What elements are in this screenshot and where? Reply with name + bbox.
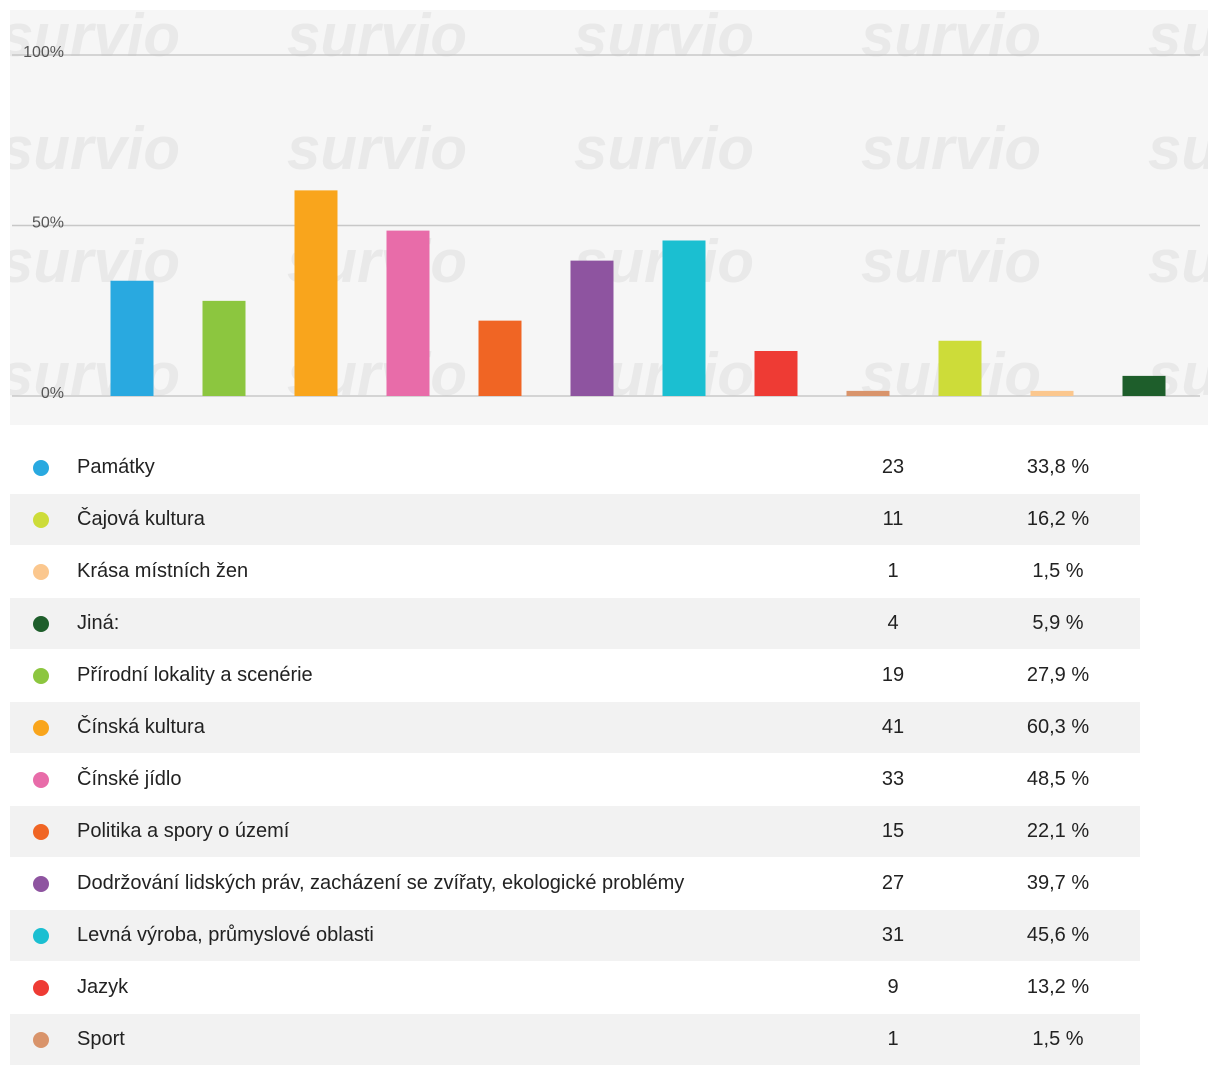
percent: 22,1 % [1026,820,1090,842]
option-label: Památky [77,456,155,478]
legend-dot [33,928,49,944]
watermark: survio [861,10,1041,69]
table-row: Jazyk 9 13,2 % [10,962,1140,1014]
bar [1030,390,1074,396]
legend-dot [33,772,49,788]
bar [846,390,890,396]
watermark: survio [287,115,467,182]
count: 27 [881,872,905,894]
table-row: Levná výroba, průmyslové oblasti 31 45,6 % [10,910,1140,962]
option-label: Politika a spory o území [77,820,290,842]
table-row: Politika a spory o území 15 22,1 % [10,806,1140,858]
option-label: Sport [77,1028,125,1050]
table-row: Jiná: 4 5,9 % [10,598,1140,650]
count: 31 [881,924,905,946]
y-tick-label: 100% [23,44,64,61]
percent: 39,7 % [1026,872,1090,894]
percent: 1,5 % [1032,560,1084,582]
watermark: survio [287,10,467,69]
percent: 5,9 % [1032,612,1084,634]
count: 19 [881,664,905,686]
watermark: survio [10,228,180,295]
bar [386,230,430,396]
option-label: Čínská kultura [77,716,205,738]
y-tick-label: 0% [41,385,64,402]
watermark: survio [10,341,180,408]
legend-dot [33,460,49,476]
count: 4 [887,612,899,634]
option-label: Krása místních žen [77,560,249,582]
table-row: Přírodní lokality a scenérie 19 27,9 % [10,650,1140,702]
legend-dot [33,512,49,528]
watermark: survio [1148,115,1208,182]
percent: 16,2 % [1026,508,1090,530]
watermark: survio [861,228,1041,295]
count: 33 [881,768,905,790]
bar [110,280,154,396]
bar [754,350,798,396]
count: 41 [881,716,905,738]
table-row: Čínská kultura 41 60,3 % [10,702,1140,754]
bar [202,300,246,396]
watermark: survio [574,115,754,182]
count: 1 [887,560,899,582]
count: 9 [887,976,899,998]
legend-dot [33,980,49,996]
option-label: Přírodní lokality a scenérie [77,664,313,686]
legend-dot [33,876,49,892]
percent: 1,5 % [1032,1028,1084,1050]
table-row: Sport 1 1,5 % [10,1014,1140,1066]
legend-dot [33,824,49,840]
bar [938,340,982,396]
option-label: Čínské jídlo [77,768,182,790]
percent: 13,2 % [1026,976,1090,998]
legend-dot [33,668,49,684]
bar [662,240,706,396]
percent: 60,3 % [1026,716,1090,738]
percent: 45,6 % [1026,924,1090,946]
bar [570,260,614,396]
table-row: Památky 23 33,8 % [10,442,1140,494]
legend-dot [33,720,49,736]
legend-dot [33,1032,49,1048]
option-label: Levná výroba, průmyslové oblasti [77,924,374,946]
watermark: survio [1148,341,1208,408]
chart: survio survio survio survio survio survio surv… [10,10,1208,425]
watermark: survio [861,115,1041,182]
y-tick-label: 50% [32,215,64,232]
percent: 33,8 % [1026,456,1090,478]
count: 11 [882,508,904,530]
percent: 48,5 % [1026,768,1090,790]
table-row: Čajová kultura 11 16,2 % [10,494,1140,546]
table-row: Čínské jídlo 33 48,5 % [10,754,1140,806]
option-label: Jiná: [77,612,120,634]
watermark: survio [10,115,180,182]
count: 1 [887,1028,899,1050]
legend-dot [33,564,49,580]
count: 15 [881,820,905,842]
option-label: Čajová kultura [77,508,205,530]
watermark: survio [10,10,180,69]
table-row: Krása místních žen 1 1,5 % [10,546,1140,598]
option-label: Dodržování lidských práv, zacházení se z… [77,872,685,894]
bar [1122,375,1166,396]
watermark: survio [574,10,754,69]
bar [478,320,522,396]
watermark: survio [1148,10,1208,69]
table: Památky 23 33,8 % Čajová kultura 11 16,2 % Krá… [10,442,1140,1066]
percent: 27,9 % [1026,664,1090,686]
table-row: Dodržování lidských práv, zacházení se z… [10,858,1140,910]
option-label: Jazyk [77,976,129,998]
bar [294,190,338,396]
count: 23 [881,456,905,478]
watermark: survio [1148,228,1208,295]
legend-dot [33,616,49,632]
